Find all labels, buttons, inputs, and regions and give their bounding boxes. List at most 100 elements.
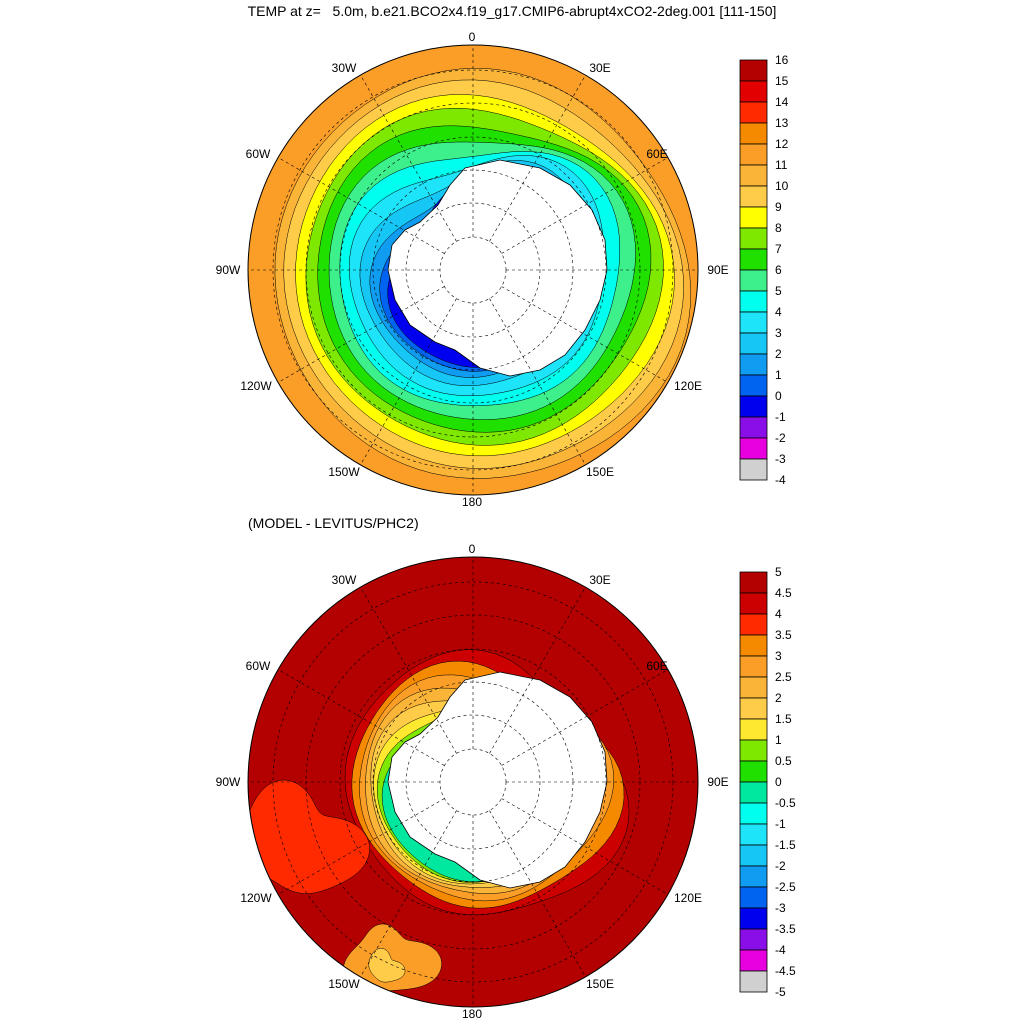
colorbar-swatch — [739, 416, 768, 439]
colorbar-tick-label: -4.5 — [775, 964, 796, 978]
colorbar-swatch — [739, 760, 768, 783]
colorbar-swatch — [739, 886, 768, 909]
colorbar-tick-label: 1 — [775, 733, 782, 747]
colorbar-swatch — [739, 248, 768, 271]
colorbar-swatch — [739, 59, 768, 82]
colorbar-swatch — [739, 101, 768, 124]
colorbar-tick-label: -4 — [775, 473, 786, 487]
colorbar-tick-label: 4 — [775, 607, 782, 621]
colorbar-swatch — [739, 634, 768, 657]
colorbar-tick-label: -4 — [775, 943, 786, 957]
colorbar-tick-label: -2.5 — [775, 880, 796, 894]
colorbar-swatch — [739, 143, 768, 166]
colorbar-swatch — [739, 802, 768, 825]
longitude-label: 60W — [246, 659, 271, 673]
colorbar-tick-label: 11 — [775, 158, 788, 172]
colorbar-swatch — [739, 592, 768, 615]
longitude-label: 180 — [462, 495, 482, 509]
colorbar-swatch — [739, 844, 768, 867]
longitude-label: 150E — [586, 977, 614, 991]
colorbar-swatch — [739, 865, 768, 888]
colorbar-tick-label: -5 — [775, 985, 786, 999]
colorbar-swatch — [739, 949, 768, 972]
colorbar-swatch — [739, 395, 768, 418]
colorbar-tick-label: 2.5 — [775, 670, 792, 684]
temperature-map-panel: 030E60E90E120E150E180150W120W90W60W30W16… — [216, 30, 789, 509]
colorbar-tick-label: -2 — [775, 431, 786, 445]
colorbar-swatch — [739, 437, 768, 460]
longitude-label: 30W — [332, 573, 357, 587]
colorbar-tick-label: 5 — [775, 284, 782, 298]
longitude-label: 30E — [589, 61, 610, 75]
colorbar-swatch — [739, 718, 768, 741]
colorbar-swatch — [739, 697, 768, 720]
longitude-label: 60E — [646, 147, 667, 161]
colorbar-tick-label: 3.5 — [775, 628, 792, 642]
colorbar-tick-label: 16 — [775, 53, 789, 67]
colorbar-tick-label: -1 — [775, 410, 786, 424]
longitude-label: 120W — [240, 891, 272, 905]
colorbar-tick-label: -0.5 — [775, 796, 796, 810]
colorbar-tick-label: 1.5 — [775, 712, 792, 726]
colorbar-swatch — [739, 353, 768, 376]
colorbar-swatch — [739, 122, 768, 145]
colorbar-tick-label: 2 — [775, 347, 782, 361]
difference-subtitle: (MODEL - LEVITUS/PHC2) — [248, 515, 419, 531]
colorbar-swatch — [739, 332, 768, 355]
colorbar-swatch — [739, 781, 768, 804]
colorbar-swatch — [739, 80, 768, 103]
colorbar-swatch — [739, 970, 768, 993]
longitude-label: 0 — [469, 30, 476, 44]
longitude-label: 150E — [586, 465, 614, 479]
colorbar-tick-label: -3.5 — [775, 922, 796, 936]
page-title: TEMP at z= 5.0m, b.e21.BCO2x4.f19_g17.CM… — [247, 3, 777, 19]
colorbar-tick-label: 4.5 — [775, 586, 792, 600]
colorbar-tick-label: 7 — [775, 242, 782, 256]
longitude-label: 150W — [328, 465, 360, 479]
colorbar-tick-label: 0.5 — [775, 754, 792, 768]
colorbar-tick-label: 3 — [775, 326, 782, 340]
longitude-label: 120E — [674, 379, 702, 393]
colorbar-tick-label: 0 — [775, 775, 782, 789]
colorbar-swatch — [739, 458, 768, 481]
colorbar-swatch — [739, 374, 768, 397]
longitude-label: 60W — [246, 147, 271, 161]
longitude-label: 90W — [216, 775, 241, 789]
colorbar-swatch — [739, 290, 768, 313]
longitude-label: 180 — [462, 1007, 482, 1021]
colorbar-swatch — [739, 739, 768, 762]
colorbar-tick-label: 5 — [775, 565, 782, 579]
colorbar-swatch — [739, 613, 768, 636]
colorbar-tick-label: 6 — [775, 263, 782, 277]
colorbar-swatch — [739, 571, 768, 594]
colorbar-tick-label: 12 — [775, 137, 789, 151]
colorbar-swatch — [739, 928, 768, 951]
colorbar-swatch — [739, 311, 768, 334]
colorbar-swatch — [739, 227, 768, 250]
colorbar-tick-label: 8 — [775, 221, 782, 235]
colorbar-swatch — [739, 164, 768, 187]
colorbar-swatch — [739, 655, 768, 678]
colorbar-tick-label: -3 — [775, 901, 786, 915]
longitude-label: 90E — [707, 263, 728, 277]
colorbar-tick-label: 4 — [775, 305, 782, 319]
longitude-label: 120E — [674, 891, 702, 905]
longitude-label: 60E — [646, 659, 667, 673]
colorbar-swatch — [739, 676, 768, 699]
colorbar-swatch — [739, 823, 768, 846]
colorbar-tick-label: 2 — [775, 691, 782, 705]
colorbar-tick-label: 9 — [775, 200, 782, 214]
colorbar-tick-label: -1 — [775, 817, 786, 831]
colorbar-tick-label: 1 — [775, 368, 782, 382]
colorbar-swatch — [739, 185, 768, 208]
colorbar-swatch — [739, 206, 768, 229]
longitude-label: 30E — [589, 573, 610, 587]
difference-map-panel: 0 30E 60E 90E 120E 150E 180 150W 120W 90W 60W 30W 5 4… — [216, 542, 796, 1021]
colorbar-tick-label: -1.5 — [775, 838, 796, 852]
colorbar-tick-label: 14 — [775, 95, 789, 109]
longitude-label: 90W — [216, 263, 241, 277]
colorbar-tick-label: 15 — [775, 74, 789, 88]
longitude-label: 90E — [707, 775, 728, 789]
colorbar-swatch — [739, 269, 768, 292]
colorbar-tick-label: -2 — [775, 859, 786, 873]
